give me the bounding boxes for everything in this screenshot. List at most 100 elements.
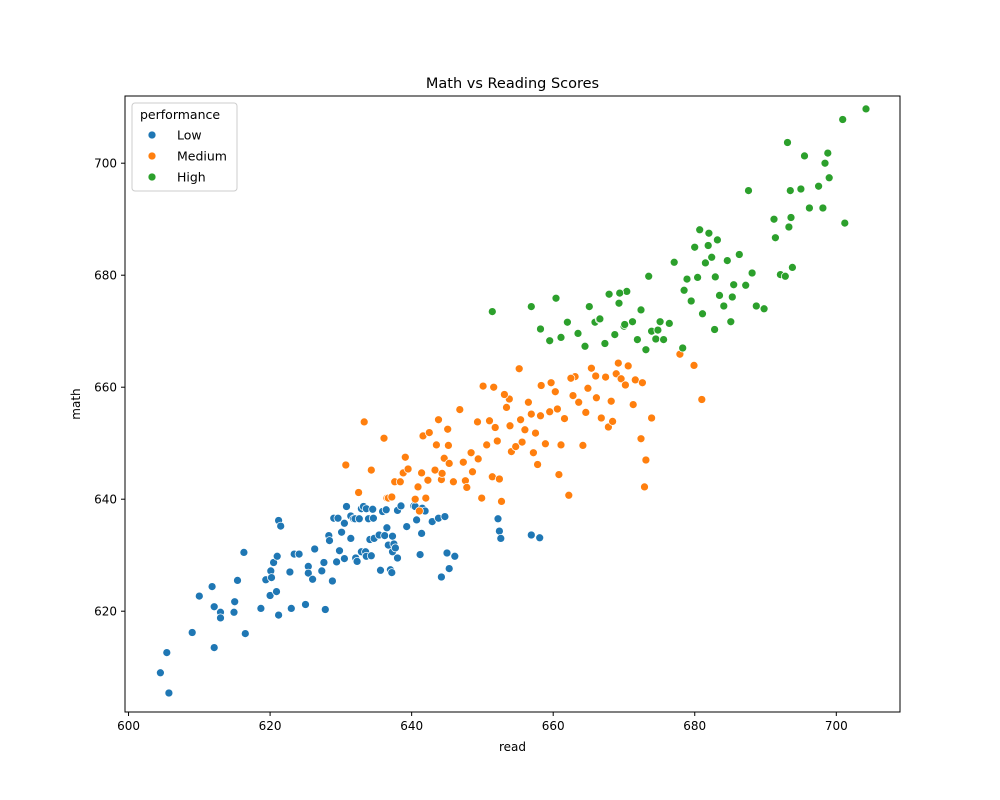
point-high-25: [655, 317, 665, 327]
point-medium-14: [413, 482, 423, 492]
x-tick-label: 700: [825, 719, 848, 733]
point-high-9: [584, 302, 594, 311]
point-medium-33: [462, 483, 472, 492]
point-medium-84: [640, 482, 649, 492]
point-high-12: [600, 339, 610, 348]
point-medium-100: [500, 390, 509, 399]
point-low-84: [402, 522, 412, 531]
point-high-40: [713, 235, 722, 245]
point-medium-15: [415, 506, 424, 516]
point-low-11: [230, 597, 240, 607]
point-high-21: [641, 345, 651, 355]
point-high-6: [563, 317, 572, 327]
point-low-4: [194, 591, 204, 601]
point-medium-92: [514, 364, 524, 374]
point-medium-102: [553, 404, 562, 414]
point-low-81: [393, 553, 402, 563]
point-low-19: [267, 573, 276, 582]
point-low-97: [444, 564, 454, 573]
point-low-27: [286, 604, 296, 613]
legend-marker-low: [147, 130, 157, 140]
point-low-10: [229, 607, 239, 617]
point-high-70: [595, 314, 605, 324]
point-medium-93: [536, 381, 546, 390]
point-low-80: [391, 543, 400, 553]
point-high-33: [693, 273, 702, 282]
point-medium-4: [379, 433, 389, 443]
point-low-33: [308, 574, 317, 584]
point-medium-97: [638, 378, 647, 388]
point-high-63: [818, 203, 828, 213]
point-high-13: [604, 289, 614, 299]
point-low-69: [376, 565, 385, 575]
point-medium-51: [517, 437, 527, 447]
legend-marker-high: [147, 172, 157, 182]
point-high-39: [710, 272, 720, 282]
point-high-3: [545, 336, 555, 346]
point-medium-52: [520, 425, 530, 435]
point-high-26: [659, 335, 668, 344]
point-high-76: [747, 268, 757, 278]
point-medium-2: [359, 417, 369, 427]
point-high-20: [636, 305, 646, 315]
point-medium-98: [455, 405, 465, 414]
point-low-1: [164, 688, 174, 698]
point-medium-90: [478, 381, 488, 391]
point-low-26: [285, 567, 295, 577]
point-high-56: [785, 186, 795, 195]
point-medium-55: [531, 428, 540, 438]
point-high-73: [678, 343, 688, 353]
point-high-17: [622, 287, 632, 296]
point-high-46: [734, 250, 744, 259]
point-low-44: [335, 546, 344, 556]
point-low-42: [332, 557, 341, 567]
point-medium-61: [550, 387, 560, 397]
point-high-69: [861, 104, 871, 114]
point-low-47: [340, 554, 349, 563]
point-low-101: [496, 534, 506, 543]
point-medium-99: [473, 417, 482, 427]
point-medium-70: [583, 383, 593, 393]
point-medium-81: [628, 400, 638, 409]
point-medium-96: [613, 358, 623, 368]
point-high-62: [814, 181, 823, 191]
point-medium-43: [495, 474, 504, 484]
point-high-42: [719, 301, 729, 311]
legend-entries: Low Medium High: [147, 128, 227, 185]
point-low-32: [303, 568, 313, 578]
point-low-36: [319, 558, 329, 567]
point-medium-9: [395, 477, 405, 487]
point-low-24: [274, 610, 283, 620]
point-medium-69: [578, 441, 588, 450]
point-medium-59: [545, 407, 555, 417]
point-medium-27: [443, 424, 453, 434]
point-medium-47: [505, 421, 515, 431]
point-medium-54: [529, 448, 538, 458]
point-low-76: [387, 568, 397, 577]
point-medium-7: [387, 492, 397, 502]
legend-label-low: Low: [177, 128, 202, 143]
point-medium-42: [492, 436, 502, 446]
point-high-8: [580, 341, 590, 351]
point-medium-62: [554, 470, 564, 479]
point-low-99: [493, 514, 503, 524]
x-axis: 600 620 640 660 680 700: [117, 712, 848, 733]
point-medium-35: [468, 467, 477, 477]
point-medium-91: [489, 382, 499, 392]
point-medium-29: [444, 459, 454, 468]
point-low-65: [368, 504, 378, 514]
point-medium-94: [566, 373, 576, 383]
legend-label-high: High: [177, 170, 206, 185]
point-high-45: [729, 280, 739, 290]
point-high-54: [783, 138, 792, 147]
y-tick-label: 660: [94, 381, 117, 395]
point-high-2: [536, 324, 545, 334]
point-medium-72: [592, 393, 601, 403]
point-low-34: [310, 544, 320, 554]
point-high-59: [796, 184, 806, 194]
point-medium-74: [601, 372, 610, 382]
point-high-14: [610, 330, 620, 339]
point-low-89: [417, 529, 426, 538]
point-high-67: [838, 115, 848, 124]
